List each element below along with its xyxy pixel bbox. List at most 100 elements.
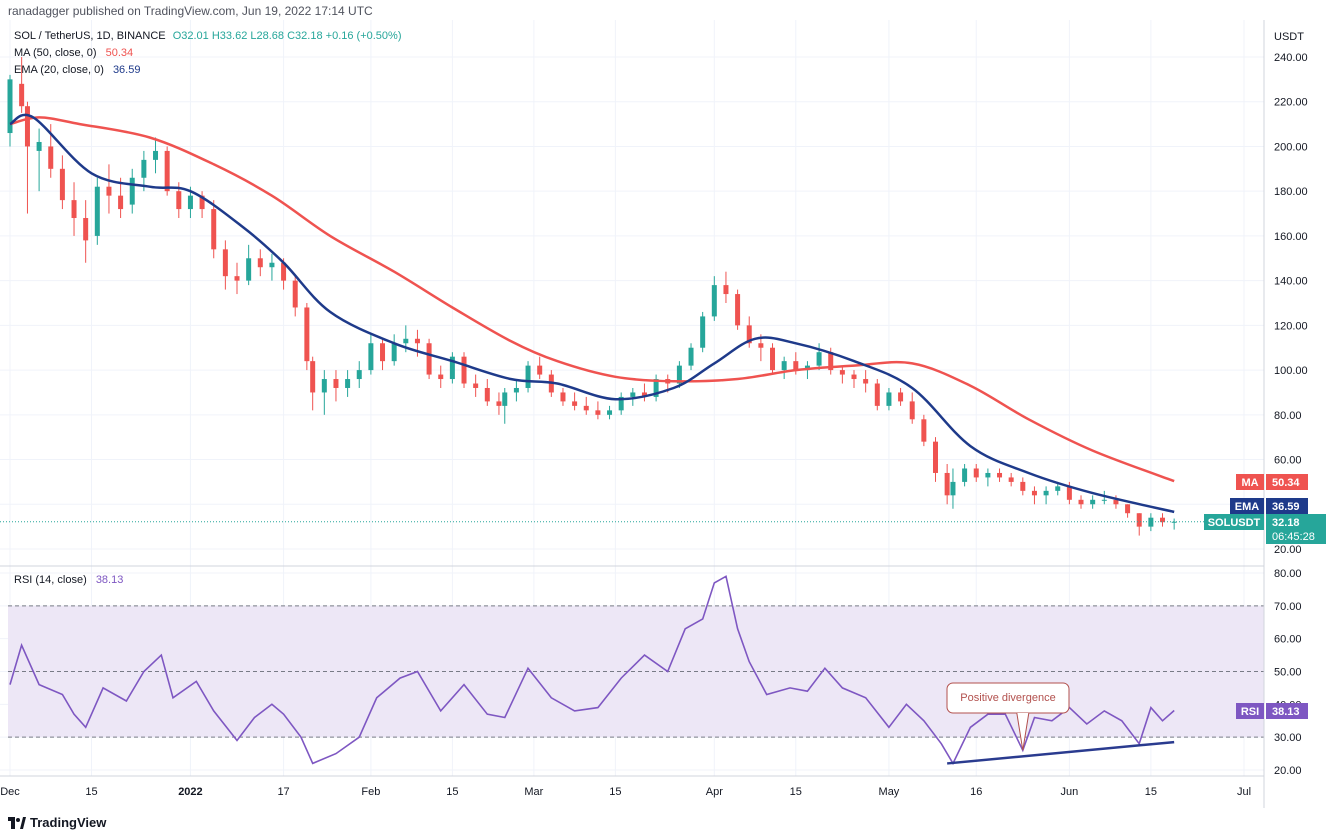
candle-body xyxy=(414,338,420,344)
rsi-tick-label: 50.00 xyxy=(1274,667,1302,679)
rsi-legend[interactable]: RSI (14, close) 38.13 xyxy=(14,574,123,586)
svg-text:MA: MA xyxy=(1241,477,1258,489)
date-axis-ticks: Dec 15 2022 17 Feb 15 Mar 15 Apr 15 May 16 Jun 15 Jul xyxy=(0,786,1251,798)
date-tick-label: Dec xyxy=(0,786,20,798)
candle-body xyxy=(502,392,508,406)
symbol-name: SOL / TetherUS, 1D, BINANCE xyxy=(14,30,166,42)
candle-body xyxy=(321,379,327,393)
candle-body xyxy=(153,150,159,160)
candle-body xyxy=(513,387,519,393)
candle-body xyxy=(711,285,717,317)
ema-legend-label: EMA (20, close, 0) xyxy=(14,64,104,76)
price-tick-label: 60.00 xyxy=(1274,455,1302,467)
candle-body xyxy=(461,356,467,384)
candle-body xyxy=(310,361,316,393)
candle-body xyxy=(997,472,1003,478)
ema-legend-value: 36.59 xyxy=(112,64,141,76)
price-tick-label: 120.00 xyxy=(1274,320,1308,332)
rsi-tag: RSI 38.13 xyxy=(1236,703,1308,719)
high-value: H33.62 xyxy=(211,30,248,42)
date-tick-label: 15 xyxy=(446,786,458,798)
candle-body xyxy=(1171,521,1177,523)
candle-body xyxy=(758,343,764,348)
candle-body xyxy=(426,343,432,375)
candle-body xyxy=(403,338,409,344)
price-tick-label: 100.00 xyxy=(1274,365,1308,377)
candle-body xyxy=(607,410,613,415)
candle-body xyxy=(595,410,601,415)
candle-body xyxy=(874,383,880,406)
svg-text:32.18: 32.18 xyxy=(1272,517,1300,529)
candle-body xyxy=(933,441,938,473)
date-tick-label: 16 xyxy=(970,786,982,798)
candle-body xyxy=(630,392,636,397)
candle-body xyxy=(839,370,845,375)
ma-tag: MA 50.34 xyxy=(1236,474,1308,490)
date-tick-label: Mar xyxy=(524,786,543,798)
ema20-line xyxy=(9,113,1175,514)
candle-body xyxy=(863,379,869,384)
ma-legend-label: MA (50, close, 0) xyxy=(14,47,97,59)
rsi-tick-label: 60.00 xyxy=(1274,634,1302,646)
candle-body xyxy=(770,347,776,371)
date-tick-label: 2022 xyxy=(178,786,202,798)
candle-body xyxy=(1160,517,1166,523)
date-tick-label: Jul xyxy=(1237,786,1251,798)
date-tick-label: 17 xyxy=(277,786,289,798)
candle-body xyxy=(36,141,42,151)
candle-body xyxy=(246,258,252,281)
candle-body xyxy=(886,392,892,406)
divergence-line xyxy=(947,740,1175,765)
candle-body xyxy=(59,168,65,201)
symbol-legend[interactable]: SOL / TetherUS, 1D, BINANCE O32.01 H33.6… xyxy=(14,30,402,42)
ma-legend-value: 50.34 xyxy=(105,47,134,59)
close-value: C32.18 xyxy=(287,30,323,42)
candle-body xyxy=(473,383,479,388)
price-tick-label: 160.00 xyxy=(1274,231,1308,243)
candle-body xyxy=(1055,486,1061,491)
price-tick-label: 240.00 xyxy=(1274,52,1308,64)
price-axis-ticks: 240.00 220.00 200.00 180.00 160.00 140.00 120.… xyxy=(1274,52,1308,556)
candle-body xyxy=(1066,486,1072,500)
candle-body xyxy=(746,325,752,344)
rsi-levels xyxy=(8,605,1264,738)
symbol-tag: SOLUSDT 32.18 06:45:28 xyxy=(1204,514,1326,544)
tradingview-brand: TradingView xyxy=(30,815,107,830)
candle-body xyxy=(1113,499,1119,505)
candle-body xyxy=(368,343,374,371)
candle-body xyxy=(24,106,30,147)
ema-legend[interactable]: EMA (20, close, 0) 36.59 xyxy=(14,64,140,76)
candle-body xyxy=(781,361,787,371)
candle-body xyxy=(118,195,124,210)
tradingview-logo[interactable]: TradingView xyxy=(8,815,106,830)
candle-body xyxy=(438,374,444,380)
ma-legend[interactable]: MA (50, close, 0) 50.34 xyxy=(14,47,133,59)
candle-body xyxy=(222,249,228,277)
candle-body xyxy=(48,146,54,169)
svg-text:36.59: 36.59 xyxy=(1272,501,1300,513)
candle-body xyxy=(898,392,904,402)
ma50-line xyxy=(9,116,1175,483)
svg-text:50.34: 50.34 xyxy=(1272,477,1300,489)
candle-body xyxy=(676,365,682,384)
candle-body xyxy=(234,276,240,281)
candle-body xyxy=(345,379,351,388)
low-value: L28.68 xyxy=(250,30,285,42)
candle-body xyxy=(560,392,566,402)
candle-body xyxy=(1008,477,1014,482)
candle-body xyxy=(106,186,112,196)
divergence-annotation: Positive divergence xyxy=(946,682,1070,751)
candle-body xyxy=(1020,481,1026,491)
rsi-tick-label: 80.00 xyxy=(1274,568,1302,580)
candle-body xyxy=(187,195,193,210)
candle-body xyxy=(851,374,857,380)
candle-body xyxy=(129,177,135,205)
candle-body xyxy=(269,262,275,268)
candle-body xyxy=(83,218,89,241)
rsi-legend-value: 38.13 xyxy=(95,574,124,586)
candle-body xyxy=(583,405,589,411)
candle-body xyxy=(973,468,979,478)
price-tick-label: 20.00 xyxy=(1274,544,1302,556)
candle-body xyxy=(71,200,77,219)
